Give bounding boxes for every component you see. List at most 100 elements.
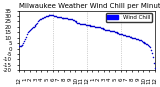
Point <box>79 23 81 24</box>
Point <box>56 16 58 17</box>
Point <box>41 17 43 19</box>
Point <box>127 36 130 37</box>
Point <box>23 40 26 42</box>
Point <box>60 17 63 18</box>
Point <box>89 25 92 26</box>
Point <box>71 19 73 20</box>
Point <box>51 15 54 16</box>
Point <box>30 28 32 30</box>
Point <box>123 34 125 36</box>
Point <box>97 26 99 28</box>
Point <box>40 18 42 19</box>
Point <box>130 36 133 38</box>
Point <box>65 17 68 19</box>
Point <box>92 26 95 27</box>
Point <box>34 24 37 25</box>
Point <box>115 32 118 33</box>
Point <box>146 44 148 45</box>
Point <box>109 30 111 31</box>
Point <box>93 26 96 27</box>
Point <box>96 26 98 28</box>
Point <box>150 49 152 50</box>
Point <box>25 36 28 37</box>
Point <box>135 38 137 39</box>
Point <box>82 23 84 25</box>
Point <box>80 23 82 24</box>
Point <box>134 38 136 39</box>
Point <box>19 45 22 47</box>
Point <box>125 35 128 36</box>
Point <box>91 25 94 27</box>
Point <box>105 29 108 30</box>
Point <box>50 15 53 16</box>
Point <box>138 39 140 40</box>
Point <box>42 17 44 18</box>
Point <box>26 34 28 35</box>
Point <box>153 67 156 69</box>
Point <box>37 21 40 22</box>
Point <box>141 41 144 42</box>
Point <box>21 44 24 45</box>
Point <box>112 30 114 32</box>
Point <box>99 27 101 28</box>
Point <box>75 21 78 23</box>
Point <box>70 19 72 20</box>
Point <box>33 25 36 26</box>
Point <box>35 23 38 24</box>
Point <box>144 42 147 44</box>
Point <box>107 29 109 31</box>
Point <box>53 15 55 16</box>
Point <box>101 28 104 29</box>
Point <box>147 45 149 46</box>
Point <box>29 29 31 31</box>
Text: Milwaukee Weather Wind Chill per Minute (24 Hours): Milwaukee Weather Wind Chill per Minute … <box>19 3 160 9</box>
Point <box>44 16 46 17</box>
Point <box>61 17 64 18</box>
Point <box>46 15 49 16</box>
Point <box>125 35 127 36</box>
Point <box>18 46 21 47</box>
Point <box>84 24 87 25</box>
Point <box>73 20 76 22</box>
Point <box>145 43 148 44</box>
Point <box>58 16 61 18</box>
Point <box>24 38 27 39</box>
Point <box>38 20 40 21</box>
Point <box>121 34 123 35</box>
Point <box>111 30 113 32</box>
Point <box>120 33 122 35</box>
Point <box>68 18 70 19</box>
Point <box>57 16 60 17</box>
Point <box>102 28 105 30</box>
Point <box>22 42 25 44</box>
Point <box>54 15 56 17</box>
Point <box>94 26 96 28</box>
Point <box>17 46 20 47</box>
Point <box>28 30 30 32</box>
Point <box>139 39 141 41</box>
Point <box>43 16 45 18</box>
Point <box>74 21 77 22</box>
Point <box>64 17 67 19</box>
Point <box>152 57 154 58</box>
Point <box>151 52 153 54</box>
Point <box>140 40 142 41</box>
Point <box>108 30 110 31</box>
Point <box>106 29 108 30</box>
Point <box>100 28 103 29</box>
Point <box>129 36 132 37</box>
Point <box>48 15 51 16</box>
Point <box>52 15 54 16</box>
Point <box>47 15 50 16</box>
Point <box>69 18 71 20</box>
Point <box>137 39 139 40</box>
Point <box>76 22 79 23</box>
Point <box>32 26 35 28</box>
Point <box>78 22 80 24</box>
Point <box>77 22 80 23</box>
Point <box>63 17 66 19</box>
Point <box>67 18 69 19</box>
Point <box>131 37 134 38</box>
Point <box>114 32 117 33</box>
Point <box>99 27 102 29</box>
